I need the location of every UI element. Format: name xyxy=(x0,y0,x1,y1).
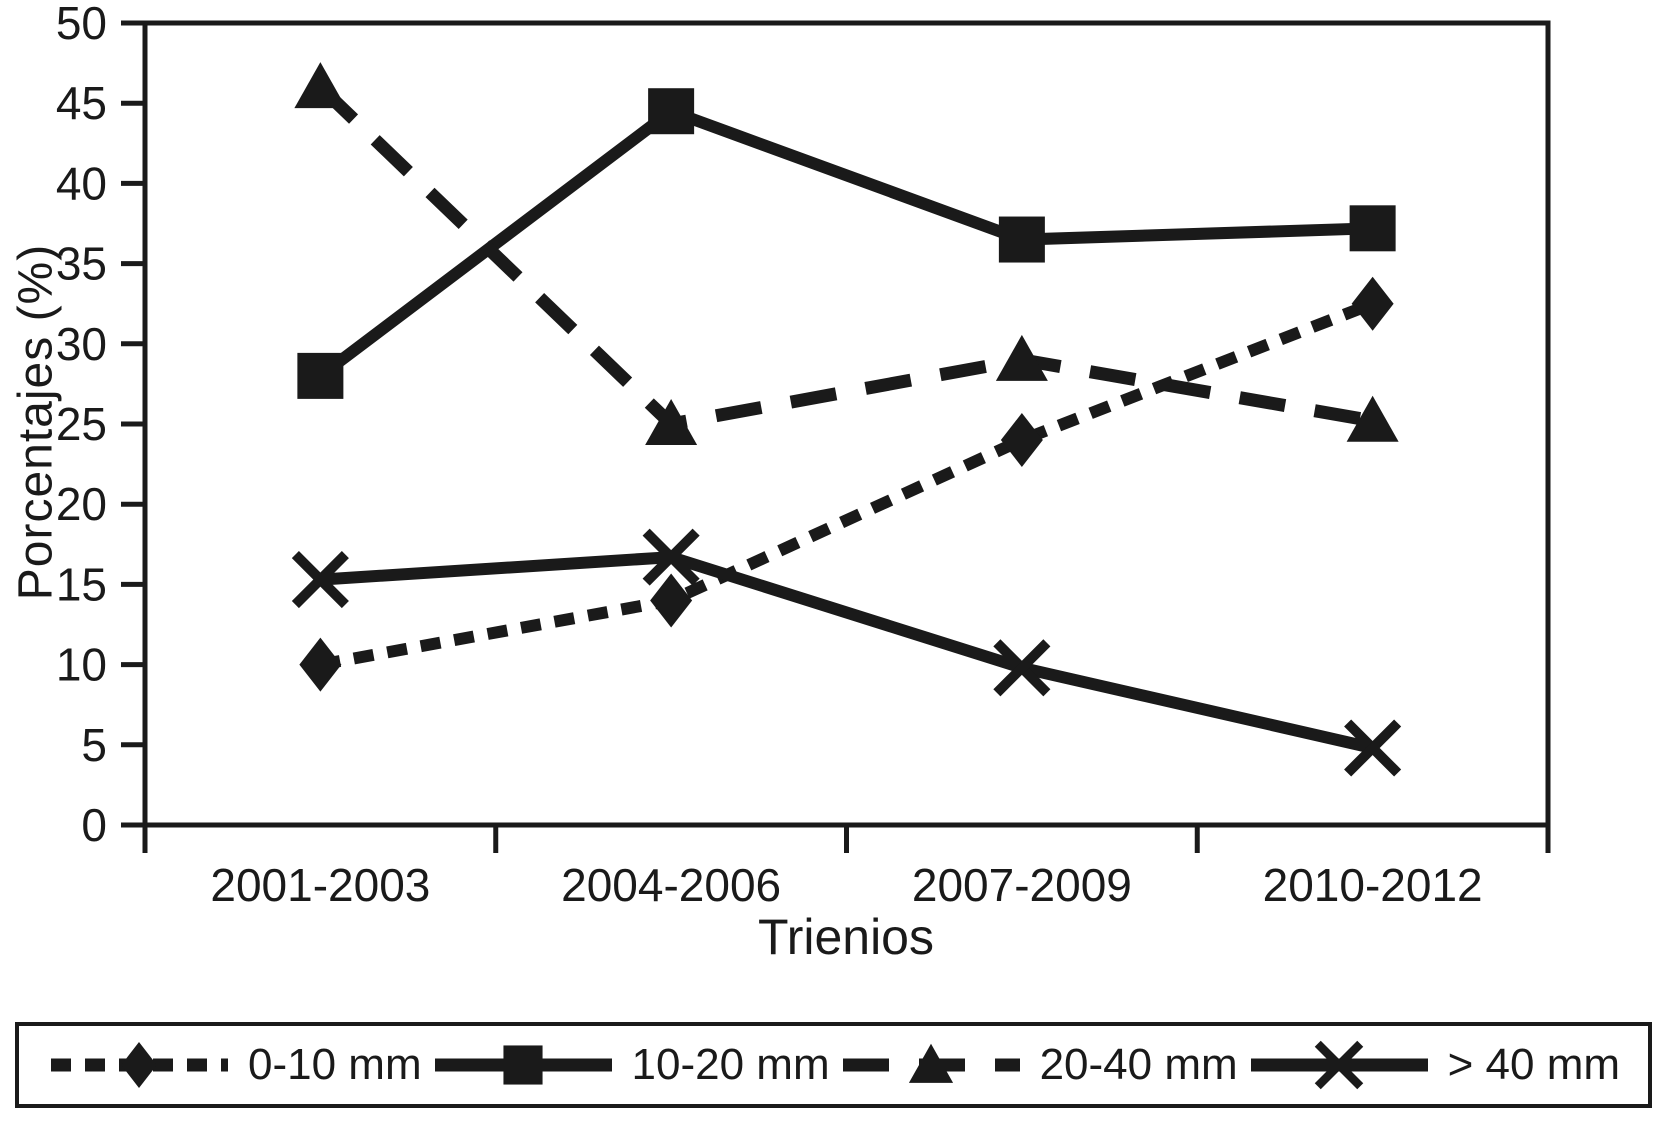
marker-diamond-icon xyxy=(299,637,342,692)
y-tick-label: 15 xyxy=(56,558,107,610)
y-tick-label: 40 xyxy=(56,157,107,209)
legend-marker-square-icon xyxy=(502,1045,543,1085)
y-tick-label: 25 xyxy=(56,398,107,450)
marker-x-icon xyxy=(291,551,349,609)
marker-triangle-icon xyxy=(645,399,698,445)
legend-item: 10-20 mm xyxy=(431,1035,830,1095)
y-tick-label: 20 xyxy=(56,478,107,530)
series-line-20-40-mm xyxy=(315,82,1374,431)
y-tick-label: 50 xyxy=(56,0,107,49)
series-0-10-mm xyxy=(299,276,1394,692)
legend-item: > 40 mm xyxy=(1247,1035,1620,1095)
legend-item: 0-10 mm xyxy=(47,1035,422,1095)
legend-square-line-icon xyxy=(434,1045,612,1085)
x-category-label: 2001-2003 xyxy=(210,859,430,911)
marker-x-icon xyxy=(1344,719,1402,777)
legend-box: 0-10 mm 10-20 mm 20-40 mm > 40 mm xyxy=(15,1022,1652,1108)
legend-diamond-line-icon xyxy=(51,1042,228,1088)
series-20-40-mm xyxy=(294,62,1399,445)
marker-triangle-icon xyxy=(1346,395,1399,442)
plot-area: 0 5 10 15 20 25 30 35 40 45 50 2001-2003 2004-2006 20… xyxy=(56,0,1551,911)
x-category-label: 2010-2012 xyxy=(1263,859,1483,911)
y-tick-label: 0 xyxy=(81,799,107,851)
marker-x-icon xyxy=(642,528,700,586)
x-axis-title: Trienios xyxy=(758,909,934,965)
legend-label: 10-20 mm xyxy=(631,1040,830,1089)
marker-diamond-icon xyxy=(1351,276,1394,331)
marker-square-icon xyxy=(648,88,695,135)
series-10-20-mm xyxy=(297,88,1396,399)
marker-x-icon xyxy=(993,639,1051,697)
series-line-10-20-mm xyxy=(316,104,1373,381)
y-tick-label: 35 xyxy=(56,238,107,290)
legend-label: > 40 mm xyxy=(1447,1040,1620,1089)
marker-square-icon xyxy=(998,216,1045,263)
series-40-mm xyxy=(291,528,1402,777)
legend-marker-triangle-icon xyxy=(908,1043,953,1083)
x-category-label: 2004-2006 xyxy=(561,859,781,911)
y-tick-label: 45 xyxy=(56,77,107,129)
marker-square-icon xyxy=(297,352,344,399)
marker-triangle-icon xyxy=(995,334,1048,381)
x-category-label: 2007-2009 xyxy=(912,859,1132,911)
legend-marker-diamond-icon xyxy=(121,1042,157,1088)
marker-square-icon xyxy=(1349,205,1396,252)
plot-frame xyxy=(142,20,1551,828)
legend-label: 0-10 mm xyxy=(248,1040,422,1089)
series-line-40-mm xyxy=(319,551,1374,754)
legend-x-line-icon xyxy=(1250,1040,1428,1090)
legend-triangle-line-icon xyxy=(842,1043,1020,1083)
marker-diamond-icon xyxy=(1000,413,1043,468)
legend-item: 20-40 mm xyxy=(839,1035,1238,1095)
y-tick-label: 5 xyxy=(81,719,107,771)
y-tick-label: 10 xyxy=(56,639,107,691)
y-tick-label: 30 xyxy=(56,318,107,370)
legend-label: 20-40 mm xyxy=(1039,1040,1238,1089)
legend-marker-x-icon xyxy=(1314,1040,1363,1090)
marker-triangle-icon xyxy=(294,62,347,109)
marker-diamond-icon xyxy=(650,573,693,628)
y-axis-title: Porcentajes (%) xyxy=(9,243,63,601)
series-line-0-10-mm xyxy=(319,298,1375,671)
